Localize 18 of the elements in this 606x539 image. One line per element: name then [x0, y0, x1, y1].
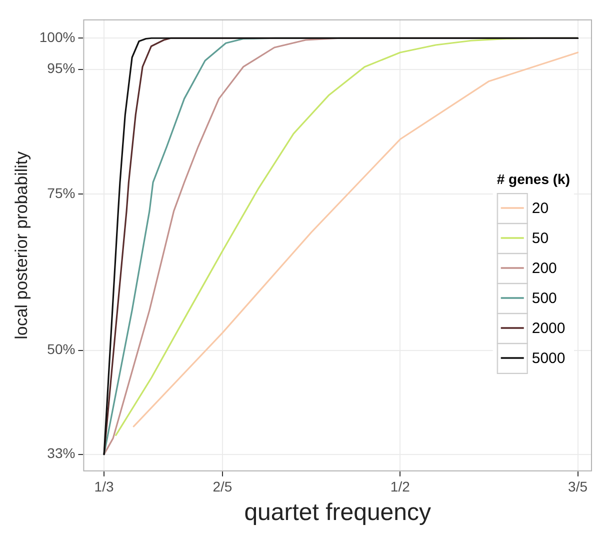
y-axis-title: local posterior probability — [12, 150, 31, 340]
x-tick-label: 3/5 — [568, 478, 588, 495]
x-axis-title: quartet frequency — [244, 499, 431, 526]
legend-label: 2000 — [532, 320, 566, 338]
y-tick-label: 33% — [47, 445, 76, 462]
x-tick-label: 1/3 — [94, 478, 114, 495]
y-tick-label: 50% — [47, 341, 76, 358]
y-tick-label: 75% — [47, 185, 76, 202]
legend-label: 5000 — [532, 350, 566, 368]
legend-title: # genes (k) — [496, 170, 570, 187]
x-tick-label: 1/2 — [390, 478, 410, 495]
legend-label: 500 — [532, 290, 557, 308]
legend-label: 50 — [532, 230, 549, 248]
legend-label: 20 — [532, 200, 549, 218]
x-tick-label: 2/5 — [212, 478, 232, 495]
legend-label: 200 — [532, 260, 557, 278]
y-tick-label: 95% — [47, 60, 76, 76]
y-tick-label: 100% — [39, 28, 76, 45]
